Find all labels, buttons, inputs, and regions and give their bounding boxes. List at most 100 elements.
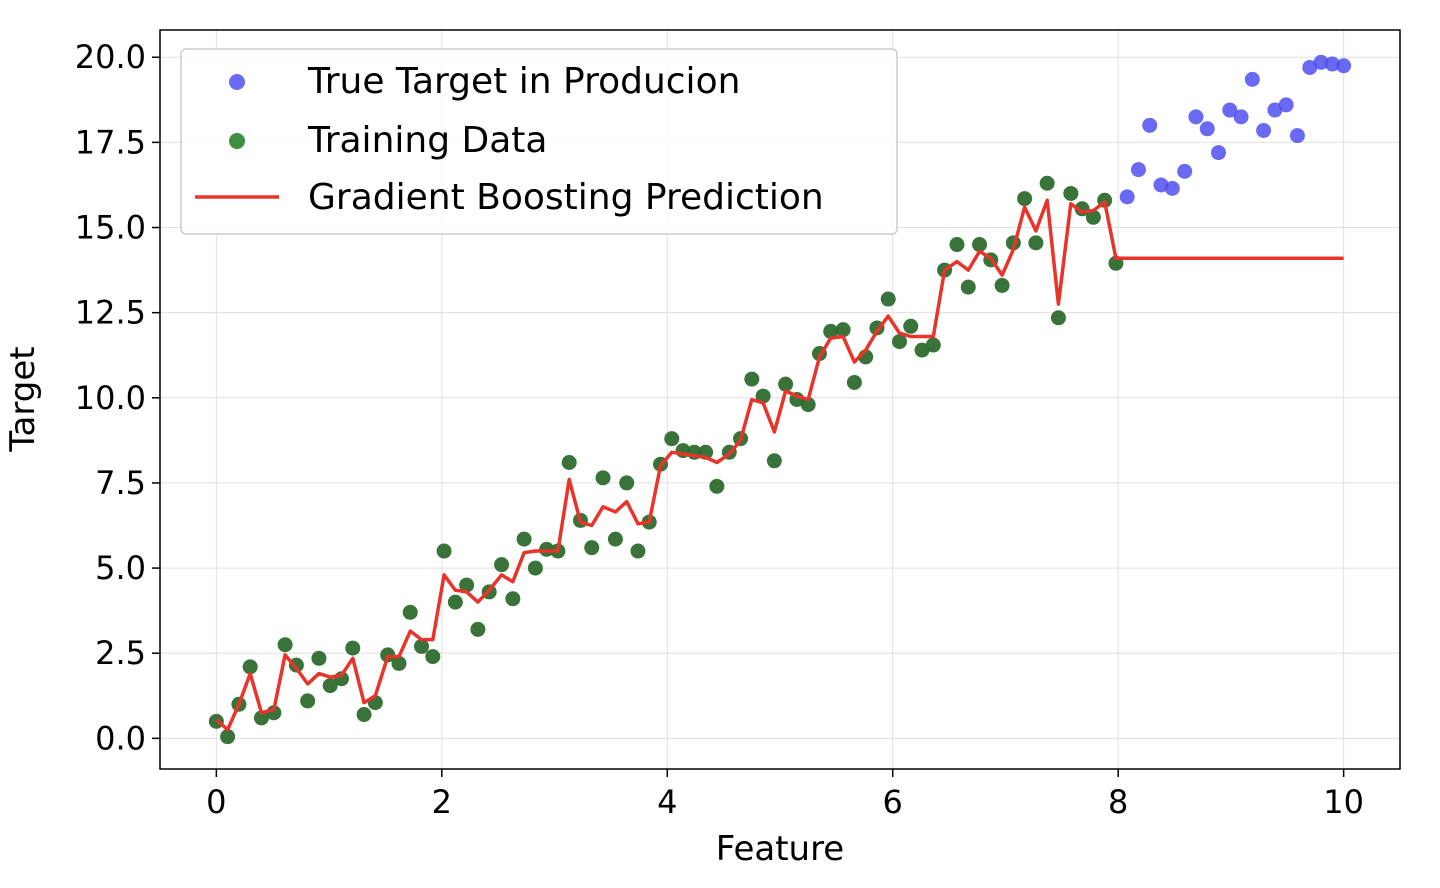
training-point: [584, 540, 600, 556]
x-tick-label: 10: [1323, 783, 1364, 821]
training-point: [1028, 235, 1044, 251]
training-point: [800, 397, 816, 413]
training-point: [447, 594, 463, 610]
training-point: [311, 650, 327, 666]
production-point: [1211, 145, 1227, 161]
training-point: [527, 560, 543, 576]
production-point: [1244, 71, 1260, 87]
training-point: [607, 531, 623, 547]
prediction-line: [215, 198, 1344, 732]
training-point: [436, 543, 452, 559]
training-point: [744, 371, 760, 387]
training-point: [300, 693, 316, 709]
training-point: [949, 237, 965, 253]
x-tick-label: 6: [883, 783, 903, 821]
y-tick-label: 20.0: [75, 38, 146, 76]
production-point: [1153, 177, 1169, 193]
production-point: [1324, 56, 1340, 72]
production-point: [1256, 122, 1272, 138]
training-point: [402, 604, 418, 620]
y-tick-label: 2.5: [95, 634, 146, 672]
training-point: [914, 342, 930, 358]
training-point: [345, 640, 361, 656]
training-point: [1017, 191, 1033, 207]
legend-label-training-data: Training Data: [307, 120, 547, 161]
training-point: [561, 455, 577, 471]
training-point: [994, 277, 1010, 293]
production-point: [1177, 163, 1193, 179]
training-point: [778, 376, 794, 392]
training-point: [664, 431, 680, 447]
training-point: [414, 638, 430, 654]
training-point: [630, 543, 646, 559]
production-point: [1130, 162, 1146, 178]
x-axis-label: Feature: [716, 829, 844, 869]
training-point: [619, 475, 635, 491]
training-point: [891, 334, 907, 350]
training-point: [425, 649, 441, 665]
y-tick-label: 10.0: [75, 379, 146, 417]
production-point: [1119, 189, 1135, 205]
production-point: [1267, 102, 1283, 118]
training-point: [1085, 209, 1101, 225]
production-point: [1313, 54, 1329, 70]
training-point: [1063, 185, 1079, 201]
training-point: [1050, 310, 1066, 326]
legend-label-true-target: True Target in Producion: [307, 61, 740, 102]
production-point: [1278, 97, 1294, 113]
legend-marker-training-data: [229, 133, 245, 149]
x-tick-label: 0: [206, 783, 226, 821]
y-tick-label: 5.0: [95, 549, 146, 587]
training-point: [459, 577, 475, 593]
training-point: [505, 591, 521, 607]
x-tick-label: 8: [1108, 783, 1128, 821]
training-point: [277, 637, 293, 653]
training-point: [880, 291, 896, 307]
training-point: [755, 388, 771, 404]
production-point: [1233, 109, 1249, 125]
training-point: [846, 374, 862, 390]
plot-area: [208, 54, 1352, 745]
y-axis-label: Target: [3, 346, 43, 452]
training-point: [823, 323, 839, 339]
training-point: [242, 659, 258, 675]
axes-frame: [159, 29, 1401, 770]
training-point: [220, 729, 236, 745]
production-point: [1289, 128, 1305, 144]
y-tick-label: 0.0: [95, 719, 146, 757]
production-point: [1302, 59, 1318, 75]
training-point: [516, 531, 532, 547]
training-point: [322, 678, 338, 694]
y-tick-label: 12.5: [75, 294, 146, 332]
training-point: [470, 621, 486, 637]
training-point: [356, 707, 372, 723]
x-tick-label: 2: [432, 783, 452, 821]
legend-box: [180, 48, 898, 235]
production-point: [1336, 58, 1352, 74]
production-point: [1142, 117, 1158, 133]
training-point: [835, 322, 851, 338]
y-tick-label: 15.0: [75, 209, 146, 247]
ticks: 0 2 4 6 8 10 0.0 2.5 5.0 7.5 10.0 12.5 15.0 17.5 20.0: [75, 38, 1364, 821]
x-tick-label: 4: [657, 783, 677, 821]
training-point: [925, 337, 941, 353]
training-point: [1039, 175, 1055, 191]
legend-marker-true-target: [229, 74, 245, 90]
production-point: [1188, 109, 1204, 125]
y-tick-label: 17.5: [75, 123, 146, 161]
training-point: [595, 470, 611, 486]
training-point: [391, 655, 407, 671]
legend-label-gb-prediction: Gradient Boosting Prediction: [308, 177, 824, 218]
y-tick-label: 7.5: [95, 464, 146, 502]
production-point: [1199, 121, 1215, 137]
training-point: [903, 318, 919, 334]
legend: True Target in Producion Training Data G…: [180, 48, 898, 235]
production-point: [1164, 180, 1180, 196]
training-point: [960, 279, 976, 295]
training-point: [494, 557, 510, 573]
training-point: [253, 710, 269, 726]
training-point: [972, 237, 988, 253]
training-point: [709, 478, 725, 494]
production-point: [1222, 102, 1238, 118]
